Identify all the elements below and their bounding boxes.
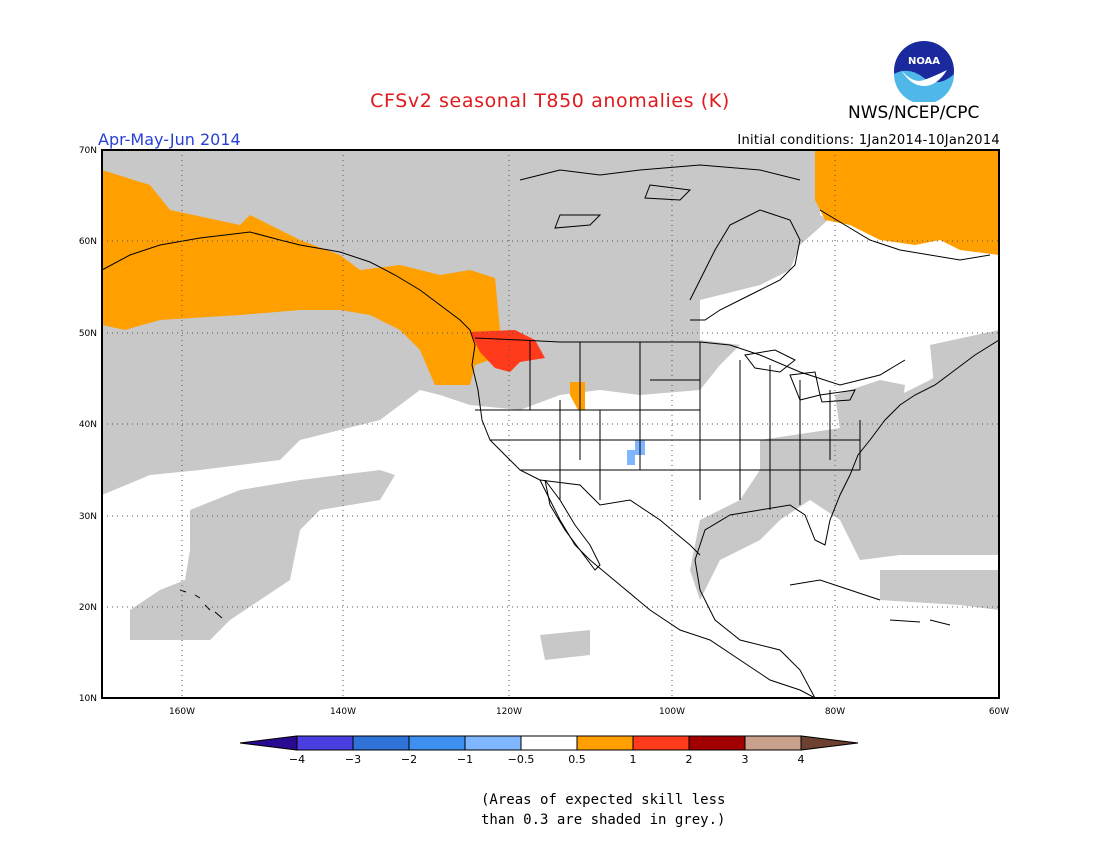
colorbar-label: −2	[401, 753, 417, 766]
grey-skill-region-caribbean	[880, 570, 999, 610]
colorbar-swatch	[520, 735, 578, 751]
colorbar-arrow-low	[239, 735, 298, 751]
colorbar-label: 4	[798, 753, 805, 766]
noaa-logo-text: NOAA	[908, 56, 940, 67]
colorbar-label: −4	[289, 753, 305, 766]
lat-tick-label: 70N	[79, 146, 97, 156]
footnote-line-1: (Areas of expected skill less	[481, 792, 726, 808]
hawaii-islands	[179, 589, 223, 619]
axis-tick-labels: 10N 20N 30N 40N 50N 60N 70N 160W 140W 120W 100W 80W…	[79, 146, 1009, 717]
colorbar-label: −3	[345, 753, 361, 766]
colorbar-swatch	[464, 735, 522, 751]
colorbar-swatch	[576, 735, 634, 751]
colorbar-swatch	[688, 735, 746, 751]
lon-tick-label: 80W	[825, 707, 845, 717]
lon-tick-label: 160W	[169, 707, 195, 717]
grey-skill-region-southeast	[690, 330, 999, 600]
chart-title: CFSv2 seasonal T850 anomalies (K)	[370, 90, 730, 112]
baja-coastline	[544, 479, 601, 571]
us-canada-border	[474, 337, 906, 386]
lat-tick-label: 40N	[79, 420, 97, 430]
colorbar-arrow-high	[800, 735, 859, 751]
labrador-coastline	[819, 209, 991, 261]
colorbar-label: 3	[742, 753, 749, 766]
grey-skill-region-mexico-pacific	[540, 630, 590, 660]
lat-tick-label: 60N	[79, 237, 97, 247]
colorbar-swatch	[352, 735, 410, 751]
warm-anomaly-region-rockies	[570, 382, 585, 410]
lat-tick-label: 30N	[79, 512, 97, 522]
colorbar-swatch	[744, 735, 802, 751]
colorbar-label: 2	[686, 753, 693, 766]
lon-tick-label: 60W	[989, 707, 1009, 717]
colorbar: −4 −3 −2 −1 −0.5 0.5 1 2 3 4	[239, 735, 859, 766]
arctic-islands	[519, 164, 801, 229]
grey-skill-region-pacific	[130, 470, 395, 640]
lat-tick-label: 10N	[79, 694, 97, 704]
colorbar-swatch	[408, 735, 466, 751]
cool-anomaly-region	[627, 440, 645, 465]
colorbar-label: 0.5	[568, 753, 586, 766]
footnote-line-2: than 0.3 are shaded in grey.)	[481, 812, 726, 828]
season-label: Apr-May-Jun 2014	[98, 130, 241, 149]
great-lakes	[744, 349, 856, 403]
lat-tick-label: 20N	[79, 603, 97, 613]
map-frame	[101, 149, 1000, 699]
us-mexico-border	[539, 479, 701, 556]
colorbar-label: −1	[457, 753, 473, 766]
us-state-lines	[475, 340, 861, 510]
lon-tick-label: 120W	[496, 707, 522, 717]
noaa-logo: NOAA	[894, 41, 954, 102]
organization-label: NWS/NCEP/CPC	[848, 103, 980, 123]
east-coastline	[694, 339, 999, 698]
initial-conditions-label: Initial conditions: 1Jan2014-10Jan2014	[737, 133, 1000, 148]
warm-anomaly-region-labrador	[815, 150, 999, 255]
colorbar-label: 1	[630, 753, 637, 766]
colorbar-label: −0.5	[508, 753, 535, 766]
colorbar-swatch	[296, 735, 354, 751]
warm-anomaly-region-alaska	[102, 170, 510, 385]
hudson-bay-coastline	[689, 209, 801, 321]
shading-layer	[102, 150, 999, 660]
lon-tick-label: 140W	[330, 707, 356, 717]
west-coastline	[102, 231, 816, 698]
lon-tick-label: 100W	[659, 707, 685, 717]
coastlines-layer	[102, 164, 999, 698]
colorbar-swatch	[632, 735, 690, 751]
lat-tick-label: 50N	[79, 329, 97, 339]
